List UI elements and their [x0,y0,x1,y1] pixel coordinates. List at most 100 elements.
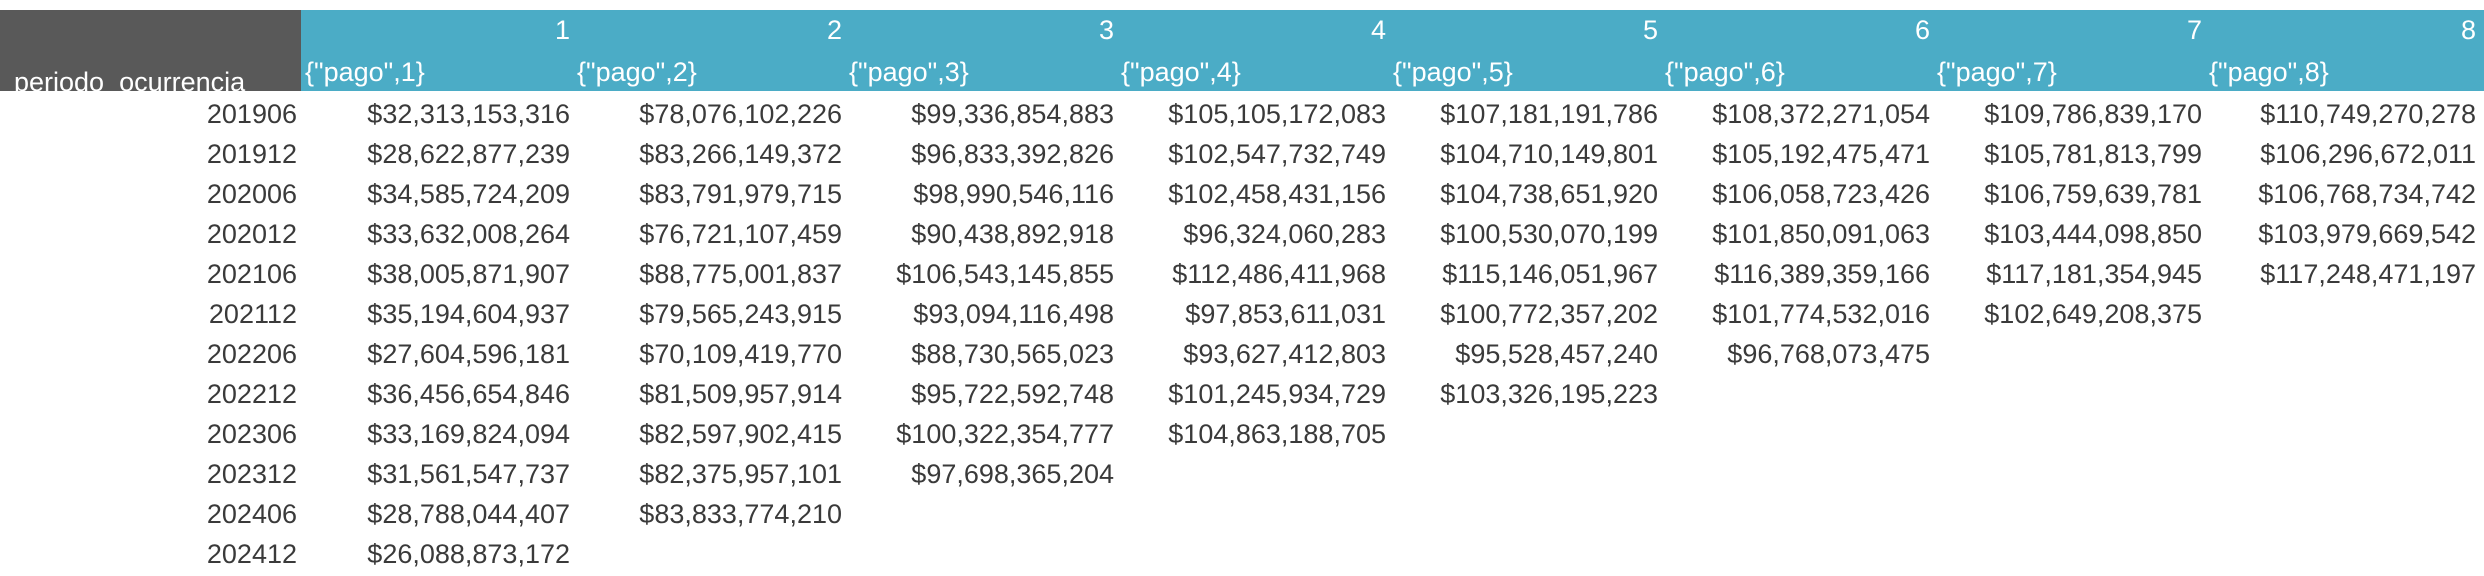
value-cell[interactable] [2211,414,2476,454]
period-cell[interactable]: 201906 [206,99,297,129]
value-cell[interactable] [1393,454,1658,494]
value-cell[interactable]: $38,005,871,907 [367,259,570,289]
value-cell[interactable]: $78,076,102,226 [639,99,842,129]
value-cell[interactable]: $90,438,892,918 [911,219,1114,249]
value-cell[interactable]: $96,324,060,283 [1183,219,1386,249]
value-cell[interactable]: $88,775,001,837 [639,259,842,289]
value-cell[interactable] [1937,374,2202,414]
period-cell[interactable]: 202406 [206,499,297,529]
value-cell[interactable]: $93,094,116,498 [913,299,1114,329]
value-cell[interactable]: $115,146,051,967 [1442,259,1658,289]
value-cell[interactable]: $105,105,172,083 [1168,99,1386,129]
value-cell[interactable] [1937,494,2202,534]
value-cell[interactable]: $83,833,774,210 [639,499,842,529]
value-cell[interactable]: $33,632,008,264 [367,219,570,249]
value-cell[interactable]: $97,698,365,204 [911,459,1114,489]
value-cell[interactable]: $31,561,547,737 [367,459,570,489]
value-cell[interactable]: $103,326,195,223 [1440,379,1658,409]
column-label-5[interactable]: {"pago",5} [1393,57,1513,87]
value-cell[interactable] [1937,334,2202,374]
value-cell[interactable]: $101,774,532,016 [1712,299,1930,329]
value-cell[interactable]: $100,772,357,202 [1440,299,1658,329]
period-cell[interactable]: 202306 [206,419,297,449]
value-cell[interactable]: $95,722,592,748 [911,379,1114,409]
value-cell[interactable]: $108,372,271,054 [1712,99,1930,129]
value-cell[interactable] [1665,494,1930,534]
value-cell[interactable]: $36,456,654,846 [367,379,570,409]
period-cell[interactable]: 202312 [206,459,297,489]
column-label-8[interactable]: {"pago",8} [2209,57,2329,87]
value-cell[interactable]: $116,389,359,166 [1714,259,1930,289]
period-cell[interactable]: 202006 [206,179,297,209]
value-cell[interactable] [849,534,1114,574]
value-cell[interactable]: $33,169,824,094 [367,419,570,449]
value-cell[interactable] [2211,454,2476,494]
value-cell[interactable] [2211,334,2476,374]
value-cell[interactable]: $106,296,672,011 [2260,139,2476,169]
period-cell[interactable]: 202012 [206,219,297,249]
row-header-corner[interactable]: periodo_ocurrencia [0,10,301,97]
value-cell[interactable] [2211,294,2476,334]
value-cell[interactable]: $81,509,957,914 [639,379,842,409]
value-cell[interactable]: $32,313,153,316 [367,99,570,129]
value-cell[interactable]: $96,768,073,475 [1727,339,1930,369]
value-cell[interactable]: $104,863,188,705 [1168,419,1386,449]
value-cell[interactable]: $28,622,877,239 [367,139,570,169]
value-cell[interactable]: $88,730,565,023 [911,339,1114,369]
value-cell[interactable]: $100,530,070,199 [1440,219,1658,249]
value-cell[interactable] [1665,414,1930,454]
value-cell[interactable] [1393,494,1658,534]
value-cell[interactable] [1937,454,2202,494]
period-cell[interactable]: 202206 [206,339,297,369]
value-cell[interactable]: $109,786,839,170 [1984,99,2202,129]
period-cell[interactable]: 201912 [206,139,297,169]
value-cell[interactable] [1393,534,1658,574]
value-cell[interactable]: $110,749,270,278 [2260,99,2476,129]
value-cell[interactable]: $112,486,411,968 [1172,259,1386,289]
value-cell[interactable]: $101,245,934,729 [1168,379,1386,409]
value-cell[interactable] [2211,494,2476,534]
value-cell[interactable]: $82,597,902,415 [639,419,842,449]
column-label-2[interactable]: {"pago",2} [577,57,697,87]
column-label-4[interactable]: {"pago",4} [1121,57,1241,87]
value-cell[interactable] [1121,534,1386,574]
value-cell[interactable]: $102,458,431,156 [1168,179,1386,209]
value-cell[interactable]: $106,768,734,742 [2258,179,2476,209]
value-cell[interactable]: $106,058,723,426 [1712,179,1930,209]
column-label-1[interactable]: {"pago",1} [305,57,425,87]
value-cell[interactable]: $104,710,149,801 [1440,139,1658,169]
value-cell[interactable]: $83,266,149,372 [639,139,842,169]
value-cell[interactable]: $107,181,191,786 [1440,99,1658,129]
value-cell[interactable]: $27,604,596,181 [367,339,570,369]
value-cell[interactable]: $100,322,354,777 [896,419,1114,449]
value-cell[interactable]: $83,791,979,715 [639,179,842,209]
value-cell[interactable] [1393,414,1658,454]
column-number-8[interactable]: 8 [2460,15,2476,45]
value-cell[interactable] [1121,454,1386,494]
value-cell[interactable]: $103,444,098,850 [1984,219,2202,249]
value-cell[interactable] [1665,454,1930,494]
column-label-3[interactable]: {"pago",3} [849,57,969,87]
value-cell[interactable]: $105,192,475,471 [1712,139,1930,169]
value-cell[interactable]: $104,738,651,920 [1440,179,1658,209]
value-cell[interactable]: $102,547,732,749 [1168,139,1386,169]
value-cell[interactable]: $35,194,604,937 [367,299,570,329]
column-number-4[interactable]: 4 [1370,15,1386,45]
column-number-7[interactable]: 7 [2186,15,2202,45]
value-cell[interactable]: $117,181,354,945 [1986,259,2202,289]
column-number-1[interactable]: 1 [554,15,570,45]
value-cell[interactable]: $99,336,854,883 [911,99,1114,129]
value-cell[interactable] [1121,494,1386,534]
value-cell[interactable]: $76,721,107,459 [639,219,842,249]
row-field-label[interactable]: periodo_ocurrencia [14,67,246,97]
value-cell[interactable]: $102,649,208,375 [1984,299,2202,329]
value-cell[interactable] [577,534,842,574]
value-cell[interactable] [1665,534,1930,574]
column-label-6[interactable]: {"pago",6} [1665,57,1785,87]
value-cell[interactable]: $82,375,957,101 [639,459,842,489]
value-cell[interactable]: $117,248,471,197 [2260,259,2476,289]
value-cell[interactable]: $79,565,243,915 [639,299,842,329]
value-cell[interactable]: $98,990,546,116 [913,179,1114,209]
column-number-6[interactable]: 6 [1914,15,1930,45]
value-cell[interactable]: $96,833,392,826 [911,139,1114,169]
